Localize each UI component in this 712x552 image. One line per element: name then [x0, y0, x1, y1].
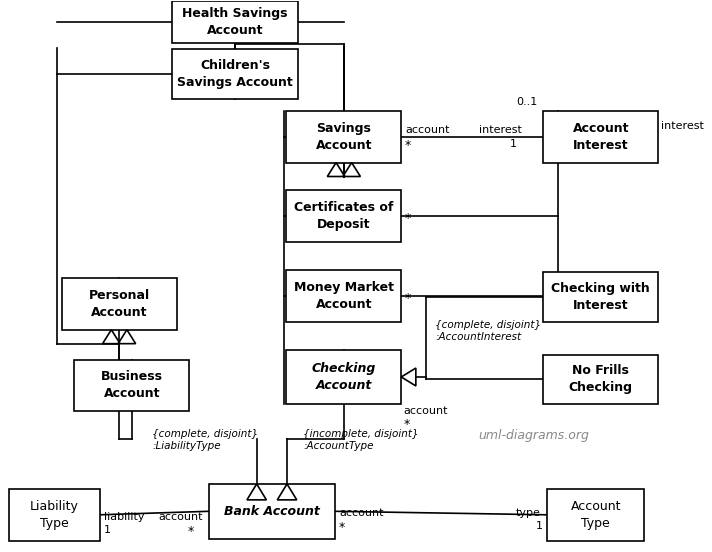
Text: {complete, disjoint}
:AccountInterest: {complete, disjoint} :AccountInterest	[435, 320, 541, 342]
FancyBboxPatch shape	[543, 111, 658, 163]
Text: 0..1: 0..1	[516, 97, 538, 107]
Text: *: *	[187, 525, 194, 538]
Text: {incomplete, disjoint}
:AccountType: {incomplete, disjoint} :AccountType	[303, 429, 419, 451]
Text: No Frills
Checking: No Frills Checking	[569, 364, 633, 395]
FancyBboxPatch shape	[209, 484, 335, 539]
Text: Account
Interest: Account Interest	[572, 121, 629, 152]
Text: *: *	[339, 521, 345, 534]
Text: 1: 1	[103, 525, 110, 535]
Text: Certificates of
Deposit: Certificates of Deposit	[294, 201, 394, 231]
FancyBboxPatch shape	[286, 190, 402, 242]
Text: *: *	[404, 292, 410, 305]
FancyBboxPatch shape	[74, 359, 189, 411]
Text: account: account	[339, 508, 384, 518]
Text: Account
Type: Account Type	[570, 500, 621, 530]
Text: account: account	[403, 406, 448, 416]
FancyBboxPatch shape	[62, 278, 177, 330]
FancyBboxPatch shape	[543, 354, 658, 405]
Text: liability: liability	[103, 512, 144, 522]
Text: Money Market
Account: Money Market Account	[294, 281, 394, 311]
FancyBboxPatch shape	[172, 49, 298, 99]
Text: {complete, disjoint}
:LiabilityType: {complete, disjoint} :LiabilityType	[152, 429, 258, 451]
Text: Bank Account: Bank Account	[224, 505, 320, 518]
Text: *: *	[404, 213, 410, 225]
Text: Health Savings
Account: Health Savings Account	[182, 7, 288, 38]
Text: type: type	[516, 508, 541, 518]
Text: Savings
Account: Savings Account	[315, 121, 372, 152]
FancyBboxPatch shape	[548, 489, 644, 540]
Text: Liability
Type: Liability Type	[30, 500, 79, 530]
FancyBboxPatch shape	[286, 111, 402, 163]
Text: *: *	[405, 139, 412, 152]
Text: interest: interest	[661, 121, 704, 131]
Text: 1: 1	[535, 521, 543, 531]
Text: Children's
Savings Account: Children's Savings Account	[177, 59, 293, 89]
Text: uml-diagrams.org: uml-diagrams.org	[478, 429, 589, 442]
Text: Business
Account: Business Account	[101, 370, 163, 400]
Text: interest: interest	[479, 125, 522, 135]
Text: *: *	[403, 418, 409, 431]
Text: account: account	[405, 125, 450, 135]
Text: Checking
Account: Checking Account	[312, 362, 376, 392]
FancyBboxPatch shape	[286, 270, 402, 322]
FancyBboxPatch shape	[286, 349, 402, 405]
Text: Checking with
Interest: Checking with Interest	[551, 282, 650, 312]
Text: Personal
Account: Personal Account	[88, 289, 150, 319]
Text: 1: 1	[511, 139, 517, 148]
FancyBboxPatch shape	[543, 272, 658, 322]
Text: account: account	[158, 512, 202, 522]
FancyBboxPatch shape	[9, 489, 100, 540]
FancyBboxPatch shape	[172, 2, 298, 43]
